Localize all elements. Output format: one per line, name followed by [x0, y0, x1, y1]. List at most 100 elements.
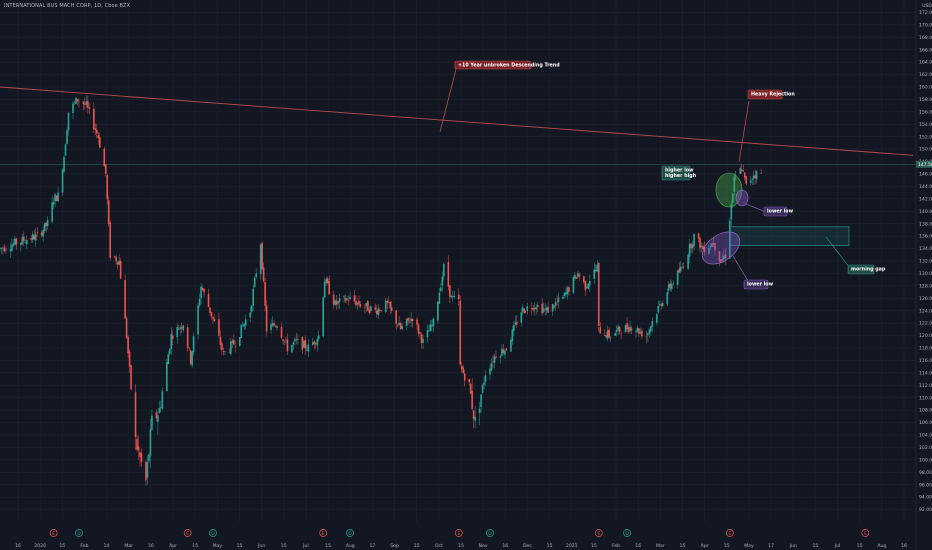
candle[interactable] — [535, 304, 537, 315]
candle[interactable] — [356, 301, 359, 310]
candle[interactable] — [21, 233, 24, 246]
candle[interactable] — [283, 340, 286, 346]
candle[interactable] — [606, 325, 609, 342]
candle[interactable] — [474, 405, 476, 429]
candle[interactable] — [130, 364, 132, 391]
candle[interactable] — [730, 200, 733, 226]
candle[interactable] — [212, 316, 214, 324]
candle[interactable] — [171, 329, 174, 346]
candle[interactable] — [667, 280, 670, 295]
candle[interactable] — [562, 295, 564, 300]
candle[interactable] — [303, 339, 305, 349]
candle[interactable] — [468, 378, 470, 386]
candle[interactable] — [597, 262, 600, 332]
candle[interactable] — [724, 248, 727, 265]
price-axis[interactable]: USD 92.00 94.00 96.00 98.00 100.00 102.00 104.0… — [915, 0, 932, 550]
candle[interactable] — [94, 123, 97, 136]
candle[interactable] — [659, 300, 661, 307]
candle[interactable] — [127, 335, 129, 358]
candle[interactable] — [660, 302, 663, 310]
candle[interactable] — [417, 323, 420, 337]
candle[interactable] — [67, 112, 70, 136]
candle[interactable] — [615, 325, 618, 337]
candle[interactable] — [374, 303, 377, 313]
candle[interactable] — [732, 192, 734, 208]
candle[interactable] — [416, 316, 418, 330]
candle[interactable] — [125, 315, 128, 340]
candle[interactable] — [88, 103, 91, 115]
candle[interactable] — [530, 302, 533, 316]
candle[interactable] — [346, 296, 348, 301]
candle[interactable] — [189, 349, 192, 367]
candle[interactable] — [291, 344, 293, 354]
candle[interactable] — [657, 300, 660, 314]
candle[interactable] — [740, 163, 743, 174]
candle[interactable] — [292, 341, 295, 350]
candle[interactable] — [670, 280, 673, 292]
candle[interactable] — [113, 255, 116, 259]
candle[interactable] — [353, 289, 356, 305]
candle[interactable] — [250, 304, 253, 314]
candle[interactable] — [703, 241, 706, 256]
candle[interactable] — [221, 340, 223, 356]
candle[interactable] — [603, 329, 606, 336]
candle[interactable] — [155, 409, 158, 422]
candle[interactable] — [349, 292, 351, 301]
candle[interactable] — [751, 178, 753, 185]
candle[interactable] — [431, 319, 433, 331]
candle[interactable] — [599, 321, 602, 334]
candle[interactable] — [626, 316, 628, 332]
candle[interactable] — [87, 95, 89, 114]
candle[interactable] — [192, 332, 195, 356]
candle[interactable] — [209, 307, 211, 316]
candle[interactable] — [481, 383, 484, 395]
candle[interactable] — [96, 123, 98, 139]
candle[interactable] — [158, 400, 161, 414]
earnings-marker[interactable]: E — [319, 529, 328, 537]
candle[interactable] — [483, 376, 485, 390]
candle[interactable] — [608, 327, 610, 340]
candle[interactable] — [679, 260, 682, 274]
candle[interactable] — [265, 299, 268, 337]
candle[interactable] — [605, 331, 607, 340]
rejection-label[interactable]: Heavy Rejection — [747, 89, 795, 100]
candle[interactable] — [262, 262, 265, 283]
candle[interactable] — [618, 326, 621, 335]
candle[interactable] — [401, 322, 403, 331]
candle[interactable] — [484, 370, 487, 387]
candle[interactable] — [714, 242, 716, 256]
candle[interactable] — [244, 314, 247, 331]
candle[interactable] — [34, 228, 37, 248]
candle[interactable] — [197, 303, 199, 340]
candle[interactable] — [708, 244, 710, 255]
candle[interactable] — [583, 275, 585, 285]
trend-label[interactable]: +10 Year unbroken Descending Trend — [454, 60, 560, 70]
candle[interactable] — [210, 311, 213, 320]
candle[interactable] — [0, 247, 3, 255]
candle[interactable] — [343, 294, 345, 303]
candle[interactable] — [280, 322, 283, 339]
candle[interactable] — [630, 325, 633, 334]
candle[interactable] — [271, 316, 274, 327]
candle[interactable] — [344, 294, 347, 304]
candle[interactable] — [337, 300, 339, 309]
candle[interactable] — [46, 216, 49, 230]
candle[interactable] — [294, 336, 296, 346]
candle[interactable] — [20, 242, 22, 252]
candle[interactable] — [432, 317, 435, 333]
candle[interactable] — [23, 231, 25, 246]
candle[interactable] — [311, 337, 314, 346]
candle[interactable] — [440, 282, 442, 293]
candle[interactable] — [180, 322, 183, 333]
candle[interactable] — [166, 358, 168, 392]
candle[interactable] — [469, 383, 472, 395]
candle[interactable] — [617, 323, 619, 336]
candle[interactable] — [186, 324, 189, 352]
candle[interactable] — [505, 347, 508, 352]
candle[interactable] — [161, 387, 164, 410]
candle[interactable] — [43, 222, 46, 234]
candle[interactable] — [389, 301, 392, 315]
candle[interactable] — [379, 307, 381, 313]
candle[interactable] — [553, 304, 555, 310]
candle[interactable] — [33, 230, 36, 241]
